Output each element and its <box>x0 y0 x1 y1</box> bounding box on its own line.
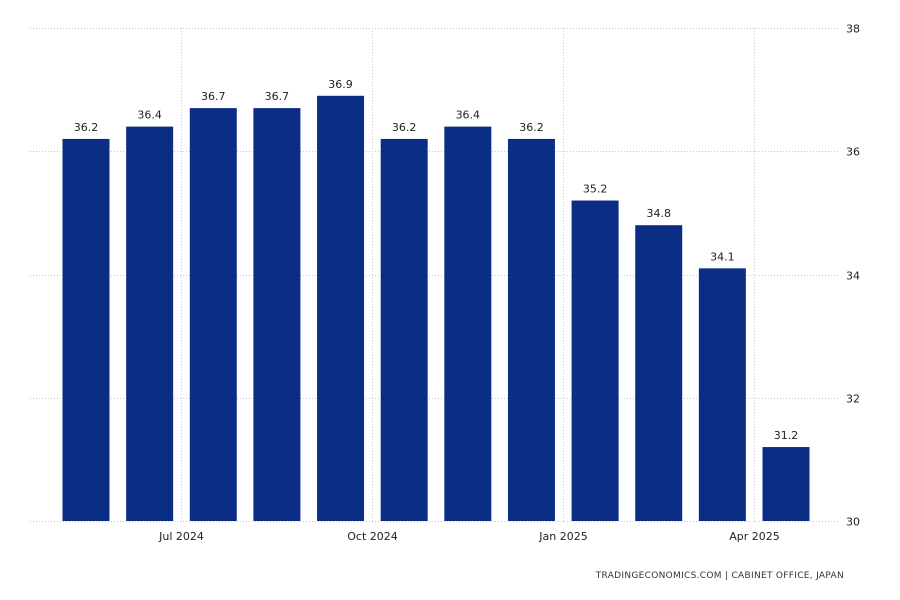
data-label: 34.8 <box>646 207 671 220</box>
y-tick-label: 32 <box>846 393 860 406</box>
bar-may-2024 <box>62 138 110 522</box>
data-label: 36.4 <box>137 109 162 122</box>
source-credit: TRADINGECONOMICS.COM | CABINET OFFICE, J… <box>595 571 844 581</box>
data-label: 36.7 <box>265 90 290 103</box>
bar-aug-2024 <box>253 108 301 522</box>
bar-apr-2025 <box>762 447 810 521</box>
bar-oct-2024 <box>380 138 428 522</box>
x-axis: Jul 2024 Oct 2024 Jan 2025 Apr 2025 <box>158 530 780 543</box>
bar-jan-2025 <box>571 200 619 522</box>
data-label: 36.4 <box>456 109 481 122</box>
data-label: 36.2 <box>74 121 99 134</box>
data-label: 36.2 <box>519 121 544 134</box>
data-label: 35.2 <box>583 183 608 196</box>
data-label: 31.2 <box>774 429 799 442</box>
data-label: 36.9 <box>328 78 353 91</box>
bar-nov-2024 <box>444 126 492 521</box>
bar-dec-2024 <box>507 138 555 522</box>
bars <box>62 95 810 522</box>
y-tick-label: 34 <box>846 270 860 283</box>
y-tick-label: 38 <box>846 23 860 36</box>
bar-jun-2024 <box>126 126 174 521</box>
y-axis: 30 32 34 36 38 <box>846 23 860 529</box>
bar-mar-2025 <box>698 268 746 521</box>
x-tick-label: Oct 2024 <box>347 530 398 543</box>
x-tick-label: Jul 2024 <box>158 530 204 543</box>
y-tick-label: 30 <box>846 516 860 529</box>
y-tick-label: 36 <box>846 146 860 159</box>
data-label: 36.7 <box>201 90 226 103</box>
grid-lines <box>30 28 838 522</box>
data-labels: 36.2 36.4 36.7 36.7 36.9 36.2 36.4 36.2 35.2 34.8… <box>74 78 799 442</box>
bar-feb-2025 <box>635 225 683 521</box>
data-label: 36.2 <box>392 121 417 134</box>
x-tick-label: Jan 2025 <box>538 530 587 543</box>
data-label: 34.1 <box>710 250 735 263</box>
bar-jul-2024 <box>189 108 237 522</box>
x-tick-label: Apr 2025 <box>729 530 780 543</box>
bar-sep-2024 <box>317 95 365 521</box>
